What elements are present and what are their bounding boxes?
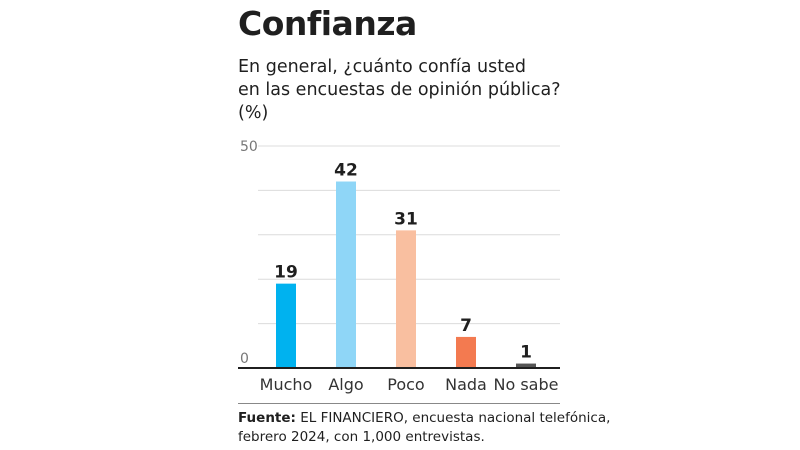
- source-divider: [238, 403, 560, 404]
- subtitle-line-2: en las encuestas de opinión pública?: [238, 80, 561, 100]
- data-label-poco: 31: [394, 209, 418, 229]
- source-note: Fuente: EL FINANCIERO, encuesta nacional…: [238, 409, 610, 447]
- x-tick-label-algo: Algo: [328, 375, 363, 394]
- subtitle-unit: (%): [238, 103, 269, 123]
- data-label-nada: 7: [460, 316, 472, 336]
- source-text-1: EL FINANCIERO, encuesta nacional telefón…: [295, 410, 611, 426]
- x-tick-label-no-sabe: No sabe: [494, 375, 559, 394]
- data-label-no-sabe: 1: [520, 343, 532, 363]
- bar-poco: [396, 230, 416, 368]
- y-tick-label-50: 50: [240, 139, 258, 155]
- x-tick-label-nada: Nada: [445, 375, 487, 394]
- subtitle-line-1: En general, ¿cuánto confía usted: [238, 57, 526, 77]
- source-text-2: febrero 2024, con 1,000 entrevistas.: [238, 429, 485, 445]
- source-label: Fuente:: [238, 410, 296, 426]
- y-tick-label-0: 0: [240, 351, 249, 367]
- bar-algo: [336, 181, 356, 368]
- bar-no-sabe: [516, 363, 536, 368]
- bar-nada: [456, 336, 476, 368]
- data-label-mucho: 19: [274, 263, 298, 283]
- chart-subtitle: En general, ¿cuánto confía usted en las …: [238, 56, 578, 125]
- x-tick-label-mucho: Mucho: [260, 375, 313, 394]
- bar-mucho: [276, 283, 296, 368]
- data-label-algo: 42: [334, 161, 358, 181]
- chart-title: Confianza: [238, 4, 417, 43]
- x-tick-label-poco: Poco: [387, 375, 424, 394]
